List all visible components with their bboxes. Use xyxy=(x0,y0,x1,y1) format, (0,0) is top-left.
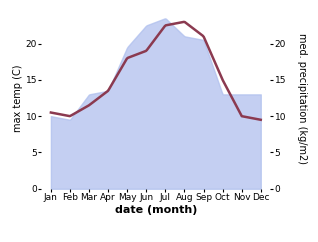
X-axis label: date (month): date (month) xyxy=(114,205,197,215)
Y-axis label: med. precipitation (kg/m2): med. precipitation (kg/m2) xyxy=(297,32,307,164)
Y-axis label: max temp (C): max temp (C) xyxy=(13,64,23,132)
